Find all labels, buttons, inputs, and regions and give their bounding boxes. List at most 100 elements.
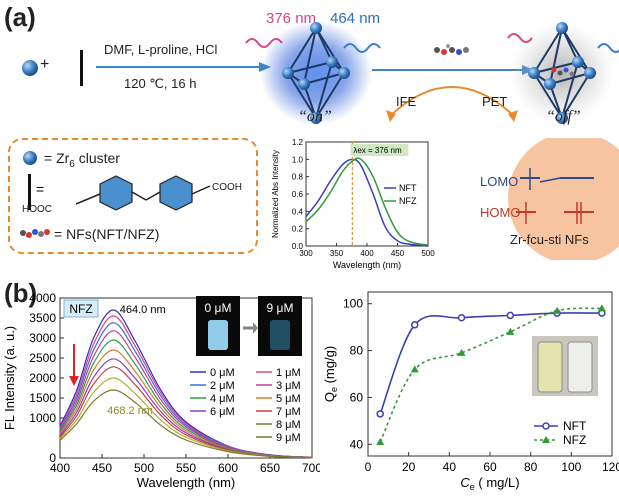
fl-series-line [59,389,313,459]
fl-legend-label: 8 μM [276,419,301,431]
ife-label: IFE [396,94,417,109]
fl-legend-label: 2 μM [210,380,235,392]
legend-cluster-icon [23,151,37,165]
panel-b-label: (b) [4,278,38,308]
mof-name-label: Zr-fcu-sti NFs [510,232,589,247]
fl-y-tick-label: 2500 [29,351,56,365]
q-x-tick-label: 0 [365,460,372,474]
inset-x-tick-label: 400 [360,249,374,258]
fl-peak-end-label: 468.2 nm [107,405,153,417]
fl-decrease-arrowhead [69,376,79,386]
fl-x-axis-label: Wavelength (nm) [137,475,236,490]
nfz-data-point [410,365,419,373]
fl-y-tick-label: 4000 [29,291,56,305]
fl-peak-start-label: 464.0 nm [120,304,166,316]
inset-legend-label: NFZ [399,196,417,206]
q-x-tick-label: 80 [524,460,538,474]
q-y-tick-label: 60 [350,390,364,404]
reactants [22,50,83,86]
fl-tag-box [63,299,99,318]
q-y-tick-label: 80 [350,344,364,358]
orbital-background [508,138,619,260]
fl-x-tick-label: 550 [176,461,196,475]
fl-series-line [59,366,313,459]
fl-series-line [59,377,313,459]
emission-wavelength: 464 nm [330,10,381,27]
reaction-conditions-1: DMF, L-proline, HCl [104,42,218,57]
vial-left-label: 0 μM [205,301,232,315]
q-x-tick-label: 40 [443,460,457,474]
fl-legend-label: 3 μM [276,380,301,392]
fl-y-tick-label: 2000 [29,371,56,385]
fl-legend-label: 1 μM [276,367,301,379]
inset-y-axis-label: Normalized Abs Intensity [271,150,280,238]
nfz-fit-line [379,307,602,443]
nft-data-point [411,321,419,329]
state-off-label: “off” [546,108,581,125]
mof-on-illustration [245,21,381,125]
vial-bright-icon [208,320,228,350]
fl-series-line [59,358,313,459]
linker-hooc: HOOC [22,204,52,215]
fl-spectra-chart: 400 450 500 550 600 650 700 0 1000 1500 2000 2500 30… [2,291,320,490]
q-legend-nft-label: NFT [563,419,587,433]
inset-y-tick-label: 1.0 [292,155,304,164]
linker-bar-icon [80,50,83,86]
excitation-wave-icon [245,38,283,48]
reaction-conditions-2: 120 ℃, 16 h [124,76,197,91]
q-x-tick-label: 120 [602,460,619,474]
nfz-data-point [457,348,466,356]
fl-legend-label: 5 μM [276,393,301,405]
fl-y-tick-label: 1500 [29,391,56,405]
plus-sign: + [40,56,50,73]
fl-x-tick-label: 700 [302,461,320,475]
inset-series-nfz-line [305,157,429,246]
octahedron-off [533,27,591,119]
vial-right-label: 9 μM [267,301,294,315]
linker-cooh: COOH [212,182,242,193]
legend-cluster-text: = Zr6 cluster [44,150,120,170]
inset-y-tick-label: 0.8 [292,173,304,182]
fl-x-tick-label: 600 [218,461,238,475]
inset-x-axis-label: Wavelength (nm) [333,260,401,270]
fl-y-tick-label: 3000 [29,331,56,345]
nfz-data-point [597,304,606,312]
legend-nfs-text: = NFs(NFT/NFZ) [54,226,160,242]
q-y-tick-label: 40 [350,437,364,451]
fl-x-tick-label: 450 [92,461,112,475]
inset-y-tick-label: 0.6 [292,190,304,199]
fl-legend-label: 7 μM [276,406,301,418]
nft-data-point [506,311,515,320]
inset-y-tick-label: 0.0 [292,242,304,251]
q-x-tick-label: 60 [483,460,497,474]
vial-clear-icon [567,341,593,393]
nft-data-point [457,314,466,322]
fl-y-tick-label: 3500 [29,311,56,325]
inset-x-tick-label: 300 [299,249,313,258]
nfz-data-point [506,327,515,335]
q-legend-nfz-label: NFZ [563,433,586,447]
fl-legend-label: 0 μM [210,367,235,379]
q-legend-nfz-marker [542,436,550,443]
fl-tag-text: NFZ [69,302,92,316]
panel-a-label: (a) [4,2,36,32]
fl-x-tick-label: 650 [260,461,280,475]
fl-series-line [59,349,313,459]
q-x-axis-label: Ce ( mg/L) [460,475,519,492]
fl-x-tick-label: 500 [134,461,154,475]
inset-x-tick-label: 450 [391,249,405,258]
legend-nfs-icon [20,229,50,238]
legend-linker-structure: = [28,174,211,211]
nft-data-point [376,410,384,418]
orbital-diagram [508,138,619,260]
fl-legend-label: 6 μM [210,406,235,418]
q-y-tick-label: 100 [343,297,363,311]
vial-yellow-icon [537,341,563,393]
legend-box [8,138,258,254]
ife-pet-arc [389,86,515,117]
inset-y-tick-label: 0.4 [292,207,304,216]
inset-legend-label: NFT [399,183,417,193]
inset-y-tick-label: 0.2 [292,225,304,234]
fl-legend-label: 9 μM [276,432,301,444]
inset-annotation-box [350,144,409,156]
